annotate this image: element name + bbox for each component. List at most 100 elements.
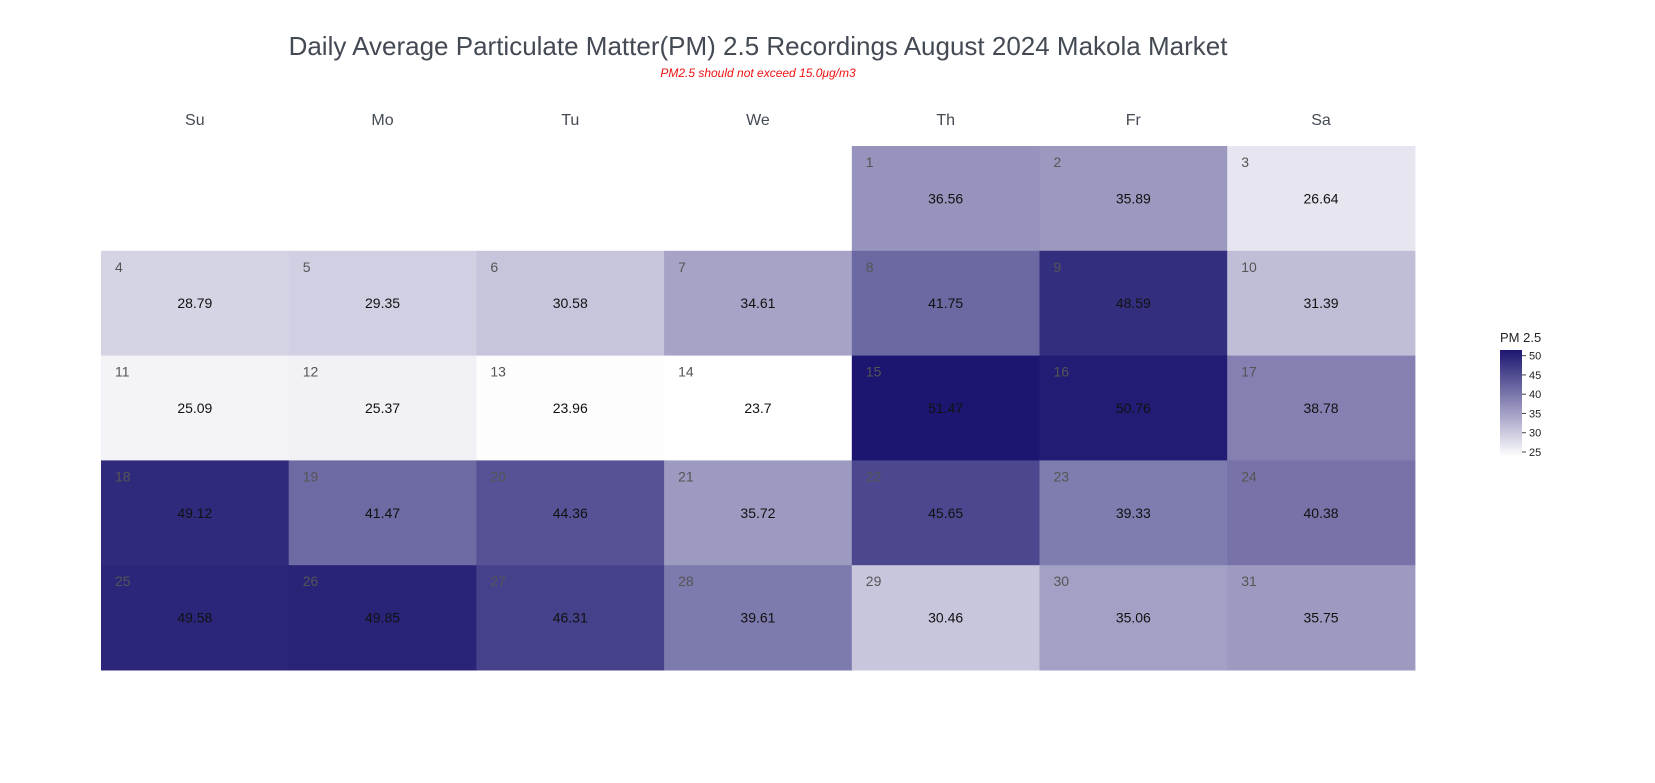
value-label: 30.46 bbox=[928, 610, 963, 626]
heat-cell bbox=[851, 565, 1040, 671]
heat-cell bbox=[1039, 355, 1228, 461]
day-number: 14 bbox=[678, 364, 694, 380]
weekday-label-we: We bbox=[746, 112, 770, 129]
calendar-cell-day-17: 17 38.78 bbox=[1227, 355, 1416, 461]
weekday-label-th: Th bbox=[936, 112, 955, 129]
weekday-label-sa: Sa bbox=[1311, 112, 1331, 129]
legend-tick-label: 40 bbox=[1529, 389, 1541, 401]
weekday-label-mo: Mo bbox=[371, 112, 393, 129]
day-number: 7 bbox=[678, 259, 686, 275]
value-label: 45.65 bbox=[928, 505, 963, 521]
heat-cell bbox=[101, 460, 290, 566]
heat-cell bbox=[1227, 565, 1416, 671]
weekday-label-tu: Tu bbox=[561, 112, 579, 129]
heat-cell bbox=[288, 565, 477, 671]
heat-cell bbox=[851, 146, 1040, 252]
calendar-cell-day-9: 948.59 bbox=[1039, 250, 1228, 357]
legend-colorbar bbox=[1500, 350, 1522, 457]
day-number: 24 bbox=[1241, 468, 1257, 484]
calendar-cells: 136.56235.89326.64428.79529.35630.58734.… bbox=[101, 146, 1416, 671]
value-label: 46.31 bbox=[553, 610, 588, 626]
heat-cell bbox=[1227, 146, 1416, 252]
day-number: 28 bbox=[678, 573, 694, 589]
weekday-label-su: Su bbox=[185, 112, 205, 129]
value-label: 38.78 bbox=[1304, 400, 1339, 416]
calendar-cell-day-22: 22 45.65 bbox=[851, 460, 1040, 566]
heat-cell bbox=[664, 565, 853, 671]
calendar-cell-day-27: 27 46.31 bbox=[476, 565, 665, 671]
value-label: 25.37 bbox=[365, 400, 400, 416]
calendar-cell-day-31: 31 35.75 bbox=[1227, 565, 1416, 671]
day-number: 21 bbox=[678, 468, 694, 484]
day-number: 22 bbox=[866, 468, 882, 484]
day-number: 6 bbox=[490, 259, 498, 275]
calendar-cell-day-25: 25 49.58 bbox=[101, 565, 290, 671]
day-number: 13 bbox=[490, 364, 506, 380]
calendar-cell-day-8: 841.75 bbox=[851, 250, 1040, 357]
value-label: 23.96 bbox=[553, 400, 588, 416]
legend-ticks: 50 45 40 35 30 25 bbox=[1522, 351, 1541, 459]
value-label: 39.61 bbox=[740, 610, 775, 626]
heat-cell bbox=[664, 460, 853, 566]
day-number: 29 bbox=[866, 573, 882, 589]
calendar-cell-day-30: 30 35.06 bbox=[1039, 565, 1228, 671]
value-label: 25.09 bbox=[177, 400, 212, 416]
value-label: 30.58 bbox=[553, 295, 588, 311]
chart-title: Daily Average Particulate Matter(PM) 2.5… bbox=[289, 31, 1229, 61]
value-label: 41.75 bbox=[928, 295, 963, 311]
calendar-cell-day-1: 136.56 bbox=[851, 146, 1040, 252]
day-number: 16 bbox=[1054, 364, 1070, 380]
heat-cell bbox=[851, 355, 1040, 461]
legend-tick-label: 25 bbox=[1529, 447, 1541, 459]
calendar-cell-day-7: 734.61 bbox=[664, 250, 853, 357]
heat-cell bbox=[101, 355, 290, 461]
heat-cell bbox=[101, 250, 290, 357]
day-number: 9 bbox=[1054, 259, 1062, 275]
weekday-label-fr: Fr bbox=[1126, 112, 1142, 129]
calendar-cell-day-2: 235.89 bbox=[1039, 146, 1228, 252]
calendar-cell-day-16: 16 50.76 bbox=[1039, 355, 1228, 461]
legend-tick-label: 50 bbox=[1529, 351, 1541, 363]
heat-cell bbox=[288, 355, 477, 461]
calendar-cell-day-14: 14 23.7 bbox=[664, 355, 853, 461]
heat-cell bbox=[288, 250, 477, 357]
calendar-cell-day-29: 29 30.46 bbox=[851, 565, 1040, 671]
day-number: 26 bbox=[303, 573, 319, 589]
calendar-cell-day-11: 11 25.09 bbox=[101, 355, 290, 461]
calendar-cell-day-21: 21 35.72 bbox=[664, 460, 853, 566]
value-label: 23.7 bbox=[744, 400, 771, 416]
calendar-cell-day-4: 428.79 bbox=[101, 250, 290, 357]
heat-cell bbox=[1039, 146, 1228, 252]
value-label: 49.58 bbox=[177, 610, 212, 626]
heat-cell bbox=[476, 355, 665, 461]
calendar-cell-day-18: 18 49.12 bbox=[101, 460, 290, 566]
value-label: 26.64 bbox=[1304, 190, 1339, 206]
day-number: 23 bbox=[1054, 468, 1070, 484]
heat-cell bbox=[1039, 460, 1228, 566]
calendar-cell-day-5: 529.35 bbox=[288, 250, 477, 357]
day-number: 31 bbox=[1241, 573, 1257, 589]
calendar-cell-day-15: 15 51.47 bbox=[851, 355, 1040, 461]
heat-cell bbox=[476, 250, 665, 357]
calendar-cell-day-19: 19 41.47 bbox=[288, 460, 477, 566]
day-number: 27 bbox=[490, 573, 506, 589]
heat-cell bbox=[288, 460, 477, 566]
calendar-cell-day-28: 28 39.61 bbox=[664, 565, 853, 671]
day-number: 4 bbox=[115, 259, 123, 275]
calendar-cell-day-6: 630.58 bbox=[476, 250, 665, 357]
day-number: 30 bbox=[1054, 573, 1070, 589]
day-number: 20 bbox=[490, 468, 506, 484]
day-number: 8 bbox=[866, 259, 874, 275]
heat-cell bbox=[1039, 565, 1228, 671]
heat-cell bbox=[1039, 250, 1228, 357]
heat-cell bbox=[851, 250, 1040, 357]
day-number: 12 bbox=[303, 364, 319, 380]
chart-subtitle: PM2.5 should not exceed 15.0μg/m3 bbox=[660, 66, 856, 80]
value-label: 51.47 bbox=[928, 400, 963, 416]
value-label: 41.47 bbox=[365, 505, 400, 521]
heat-cell bbox=[1227, 460, 1416, 566]
calendar-cell-day-26: 26 49.85 bbox=[288, 565, 477, 671]
day-number: 5 bbox=[303, 259, 311, 275]
legend-tick-label: 45 bbox=[1529, 370, 1541, 382]
